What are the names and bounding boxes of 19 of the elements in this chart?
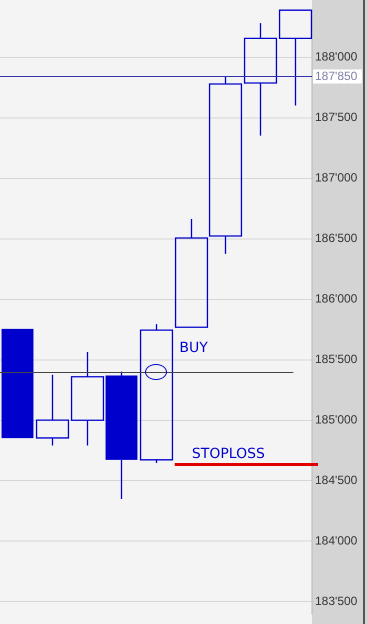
y-tick-label: 184'500 — [315, 473, 358, 488]
y-tick-label: 183'500 — [315, 594, 358, 608]
ref-line-label: STOPLOSS — [192, 446, 265, 462]
y-tick-label: 185'500 — [315, 352, 358, 366]
y-tick-label: 187'500 — [315, 110, 358, 124]
ref-line-label: BUY — [179, 340, 208, 356]
candlestick — [174, 218, 208, 328]
candlestick — [278, 10, 312, 106]
candlestick — [244, 22, 278, 136]
candlestick — [208, 75, 242, 254]
y-tick-label: 186'500 — [315, 231, 358, 246]
candlestick — [140, 323, 174, 464]
y-tick-label: 188'000 — [315, 50, 358, 64]
ref-line-label: 187'850 — [315, 68, 358, 83]
candlestick — [36, 374, 70, 446]
y-tick-label: 187'000 — [315, 170, 358, 185]
y-tick-label: 185'000 — [315, 412, 358, 427]
y-tick-label: 186'000 — [315, 292, 358, 306]
y-tick-label: 184'000 — [315, 534, 358, 548]
